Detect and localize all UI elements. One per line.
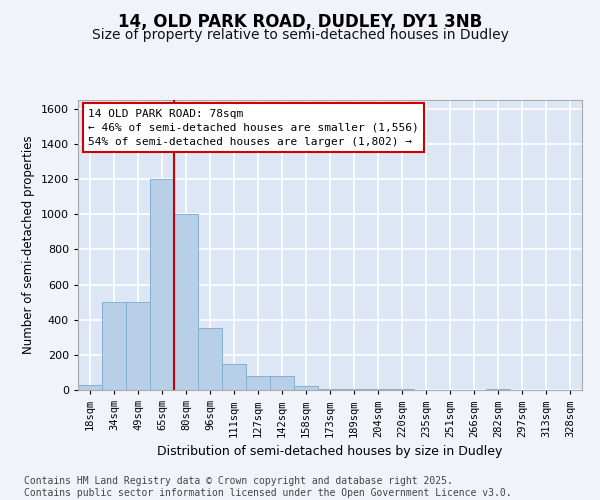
Bar <box>486 389 510 390</box>
Text: 14, OLD PARK ROAD, DUDLEY, DY1 3NB: 14, OLD PARK ROAD, DUDLEY, DY1 3NB <box>118 12 482 30</box>
Text: Contains HM Land Registry data © Crown copyright and database right 2025.
Contai: Contains HM Land Registry data © Crown c… <box>24 476 512 498</box>
Bar <box>78 384 102 390</box>
Bar <box>174 214 198 390</box>
X-axis label: Distribution of semi-detached houses by size in Dudley: Distribution of semi-detached houses by … <box>157 445 503 458</box>
Text: Size of property relative to semi-detached houses in Dudley: Size of property relative to semi-detach… <box>92 28 508 42</box>
Bar <box>150 179 174 390</box>
Bar <box>102 302 126 390</box>
Bar <box>222 364 246 390</box>
Bar <box>318 389 342 390</box>
Bar <box>294 386 318 390</box>
Bar <box>246 376 270 390</box>
Bar <box>198 328 222 390</box>
Bar <box>270 376 294 390</box>
Bar <box>390 389 414 390</box>
Bar <box>342 389 366 390</box>
Bar <box>366 389 390 390</box>
Y-axis label: Number of semi-detached properties: Number of semi-detached properties <box>22 136 35 354</box>
Text: 14 OLD PARK ROAD: 78sqm
← 46% of semi-detached houses are smaller (1,556)
54% of: 14 OLD PARK ROAD: 78sqm ← 46% of semi-de… <box>88 108 419 146</box>
Bar <box>126 302 150 390</box>
